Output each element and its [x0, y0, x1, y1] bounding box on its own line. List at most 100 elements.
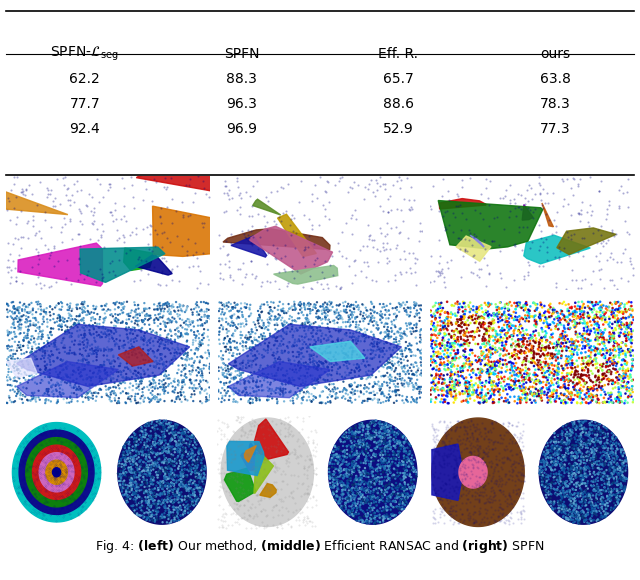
- Point: [559, 492, 570, 502]
- Point: [71, 321, 81, 330]
- Point: [138, 365, 148, 375]
- Point: [435, 299, 445, 309]
- Point: [376, 382, 387, 391]
- Point: [566, 453, 576, 462]
- Point: [12, 366, 22, 375]
- Point: [214, 351, 224, 361]
- Point: [486, 461, 496, 470]
- Point: [51, 342, 61, 351]
- Point: [479, 314, 489, 323]
- Point: [302, 368, 312, 378]
- Point: [478, 459, 488, 469]
- Point: [326, 379, 337, 389]
- Point: [271, 187, 282, 196]
- Point: [461, 378, 471, 387]
- Point: [310, 496, 321, 505]
- Point: [400, 254, 410, 263]
- Point: [443, 312, 453, 321]
- Point: [597, 362, 607, 371]
- Point: [408, 382, 419, 392]
- Point: [449, 331, 459, 340]
- Point: [391, 387, 401, 396]
- Point: [428, 378, 438, 387]
- Point: [470, 494, 481, 503]
- Point: [511, 489, 521, 498]
- Point: [314, 360, 324, 369]
- Point: [449, 334, 460, 343]
- Point: [290, 448, 300, 457]
- Point: [133, 254, 143, 263]
- Point: [161, 506, 171, 516]
- Point: [173, 323, 183, 332]
- Point: [490, 339, 500, 348]
- Point: [347, 444, 357, 454]
- Point: [149, 420, 159, 429]
- Point: [377, 420, 387, 429]
- Point: [364, 429, 374, 438]
- Point: [365, 513, 375, 523]
- Point: [156, 339, 166, 348]
- Point: [508, 359, 518, 368]
- Point: [331, 308, 341, 317]
- Point: [483, 520, 493, 529]
- Point: [368, 427, 378, 436]
- Point: [575, 488, 586, 498]
- Point: [157, 301, 168, 310]
- Point: [435, 339, 445, 349]
- Point: [344, 380, 355, 390]
- Point: [77, 308, 88, 317]
- Point: [439, 375, 449, 384]
- Point: [295, 364, 305, 373]
- Text: Fig. 4: $\bf{(left)}$ Our method, $\bf{(middle)}$ Efficient RANSAC and $\bf{(rig: Fig. 4: $\bf{(left)}$ Our method, $\bf{(…: [95, 538, 545, 556]
- Point: [332, 451, 342, 460]
- Point: [535, 188, 545, 198]
- Point: [362, 325, 372, 335]
- Point: [357, 314, 367, 323]
- Point: [284, 450, 294, 459]
- Point: [387, 480, 397, 489]
- Point: [456, 480, 466, 489]
- Point: [588, 426, 598, 435]
- Point: [120, 363, 130, 372]
- Point: [592, 444, 602, 453]
- Point: [185, 320, 195, 329]
- Point: [362, 456, 372, 465]
- Point: [265, 329, 275, 338]
- Point: [607, 429, 617, 438]
- Point: [591, 319, 601, 328]
- Point: [506, 361, 516, 370]
- Point: [67, 314, 77, 324]
- Point: [395, 300, 405, 309]
- Point: [481, 306, 491, 315]
- Point: [145, 324, 156, 334]
- Point: [25, 396, 35, 405]
- Point: [302, 451, 312, 461]
- Point: [493, 307, 504, 317]
- Point: [387, 501, 397, 510]
- Point: [216, 298, 227, 307]
- Point: [625, 347, 636, 357]
- Point: [132, 353, 142, 362]
- Point: [360, 314, 370, 323]
- Point: [568, 230, 579, 239]
- Point: [510, 203, 520, 212]
- Point: [544, 379, 554, 388]
- Point: [12, 346, 22, 356]
- Point: [463, 514, 473, 523]
- Polygon shape: [524, 235, 590, 264]
- Point: [584, 447, 595, 456]
- Point: [395, 468, 405, 477]
- Point: [532, 349, 542, 358]
- Point: [164, 496, 175, 506]
- Point: [442, 426, 452, 436]
- Point: [297, 480, 307, 489]
- Point: [596, 475, 607, 484]
- Point: [339, 385, 349, 394]
- Point: [600, 315, 611, 324]
- Point: [404, 379, 414, 389]
- Point: [448, 384, 458, 393]
- Point: [358, 438, 369, 447]
- Point: [391, 314, 401, 324]
- Point: [568, 426, 578, 435]
- Point: [266, 378, 276, 387]
